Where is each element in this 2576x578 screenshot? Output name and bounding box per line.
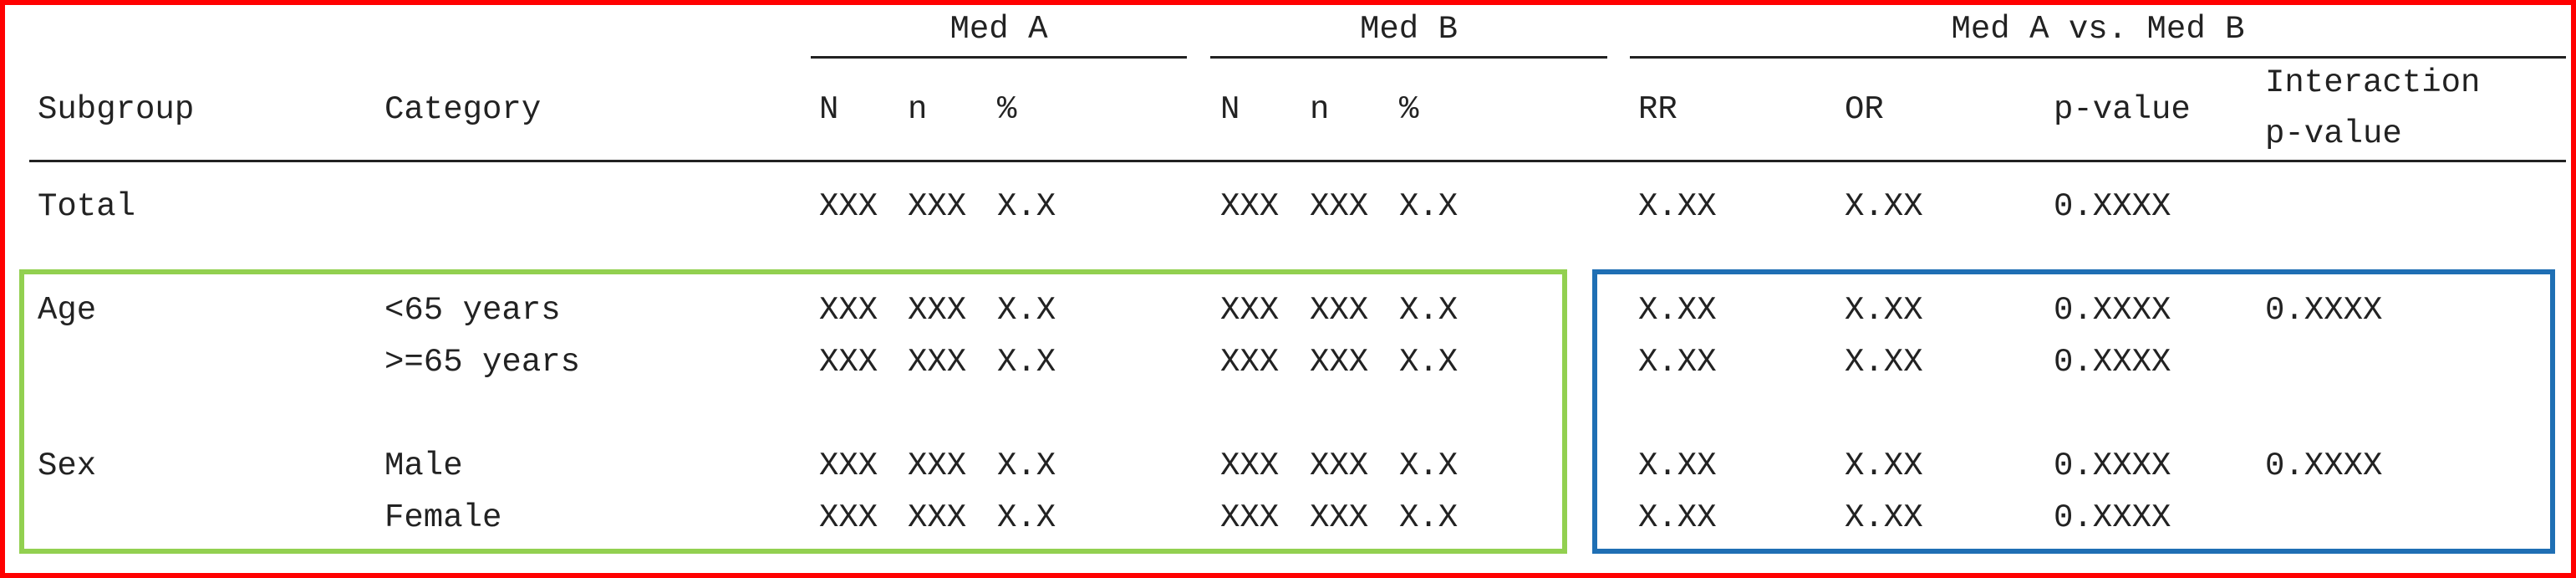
cell-subgroup: Sex [38, 448, 97, 484]
cell-a-n: XXX [908, 344, 967, 381]
cell-b-n: XXX [1310, 292, 1369, 329]
col-header-rr: RR [1638, 91, 1677, 128]
cell-b-n: XXX [1310, 448, 1369, 484]
cell-a-n: XXX [908, 188, 967, 225]
col-header-b-pct: % [1399, 91, 1419, 128]
cell-a-pct: X.X [997, 188, 1056, 225]
cell-or: X.XX [1845, 344, 1923, 381]
col-header-b-n: n [1310, 91, 1330, 128]
col-header-a-pct: % [997, 91, 1017, 128]
cell-b-n: XXX [1310, 344, 1369, 381]
cell-rr: X.XX [1638, 292, 1717, 329]
group-label-med-b: Med B [1359, 11, 1459, 48]
group-label-comparison: Med A vs. Med B [1951, 11, 2245, 48]
spanner-line-med-a [811, 56, 1187, 59]
cell-p: 0.XXXX [2054, 344, 2171, 381]
cell-b-n: XXX [1310, 188, 1369, 225]
cell-category: Female [384, 499, 502, 536]
cell-p: 0.XXXX [2054, 292, 2171, 329]
cell-b-N: XXX [1220, 188, 1280, 225]
cell-interaction: 0.XXXX [2265, 292, 2383, 329]
cell-b-N: XXX [1220, 344, 1280, 381]
cell-rr: X.XX [1638, 448, 1717, 484]
cell-a-N: XXX [819, 188, 878, 225]
cell-rr: X.XX [1638, 499, 1717, 536]
cell-b-N: XXX [1220, 499, 1280, 536]
col-header-category: Category [384, 91, 542, 128]
header-rule [29, 160, 2566, 162]
cell-p: 0.XXXX [2054, 499, 2171, 536]
col-header-a-N: N [819, 91, 839, 128]
cell-or: X.XX [1845, 499, 1923, 536]
cell-p: 0.XXXX [2054, 448, 2171, 484]
group-label-med-a: Med A [949, 11, 1048, 48]
cell-b-pct: X.X [1399, 188, 1459, 225]
cell-b-n: XXX [1310, 499, 1369, 536]
cell-a-n: XXX [908, 499, 967, 536]
col-header-pvalue: p-value [2054, 91, 2191, 128]
cell-interaction: 0.XXXX [2265, 448, 2383, 484]
cell-category: <65 years [384, 292, 561, 329]
cell-or: X.XX [1845, 188, 1923, 225]
spanner-line-comparison [1630, 56, 2566, 59]
cell-rr: X.XX [1638, 344, 1717, 381]
cell-subgroup: Total [38, 188, 136, 225]
cell-or: X.XX [1845, 292, 1923, 329]
cell-b-pct: X.X [1399, 499, 1459, 536]
cell-a-pct: X.X [997, 499, 1056, 536]
cell-b-pct: X.X [1399, 292, 1459, 329]
cell-category: >=65 years [384, 344, 581, 381]
cell-a-N: XXX [819, 499, 878, 536]
cell-a-n: XXX [908, 448, 967, 484]
cell-a-pct: X.X [997, 292, 1056, 329]
comparison-highlight-box [1592, 269, 2555, 554]
cell-b-N: XXX [1220, 292, 1280, 329]
cell-a-n: XXX [908, 292, 967, 329]
cell-subgroup: Age [38, 292, 97, 329]
col-header-interaction: Interaction [2265, 64, 2481, 101]
spanner-line-med-b [1210, 56, 1607, 59]
demographics-highlight-box [19, 269, 1567, 554]
cell-or: X.XX [1845, 448, 1923, 484]
cell-rr: X.XX [1638, 188, 1717, 225]
cell-p: 0.XXXX [2054, 188, 2171, 225]
cell-a-N: XXX [819, 344, 878, 381]
col-header-interaction-pvalue: p-value [2265, 115, 2402, 152]
cell-category: Male [384, 448, 463, 484]
cell-a-N: XXX [819, 448, 878, 484]
cell-a-pct: X.X [997, 448, 1056, 484]
cell-a-pct: X.X [997, 344, 1056, 381]
cell-a-N: XXX [819, 292, 878, 329]
col-header-a-n: n [908, 91, 928, 128]
cell-b-pct: X.X [1399, 448, 1459, 484]
cell-b-pct: X.X [1399, 344, 1459, 381]
col-header-subgroup: Subgroup [38, 91, 195, 128]
cell-b-N: XXX [1220, 448, 1280, 484]
col-header-b-N: N [1220, 91, 1240, 128]
col-header-or: OR [1845, 91, 1884, 128]
